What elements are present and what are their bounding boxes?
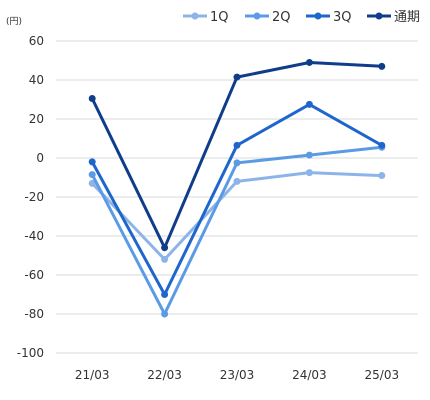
- y-tick-label: 0: [36, 151, 44, 165]
- legend-swatch-marker: [314, 12, 322, 20]
- x-tick-label: 22/03: [147, 368, 182, 382]
- data-point: [88, 179, 96, 187]
- y-tick-label: -40: [24, 229, 44, 243]
- x-tick-label: 21/03: [75, 368, 110, 382]
- data-point: [161, 255, 169, 263]
- x-tick-label: 23/03: [220, 368, 255, 382]
- y-tick-label: 60: [29, 34, 44, 48]
- y-axis-unit-label: (円): [6, 16, 22, 27]
- data-point: [305, 58, 313, 66]
- series-lines: [88, 58, 386, 318]
- legend-swatch-marker: [375, 12, 383, 20]
- grid-lines: [56, 40, 418, 354]
- y-tick-label: -60: [24, 268, 44, 282]
- data-point: [88, 95, 96, 103]
- legend-label: 1Q: [210, 10, 229, 25]
- series-1: [88, 169, 386, 263]
- x-tick-label: 25/03: [365, 368, 400, 382]
- y-tick-label: 20: [29, 112, 44, 126]
- series-line: [90, 102, 384, 296]
- legend-swatch-marker: [253, 12, 261, 20]
- legend-label: 通期: [394, 10, 420, 25]
- legend-label: 3Q: [333, 10, 352, 25]
- data-point: [88, 158, 96, 166]
- data-point: [378, 141, 386, 149]
- legend-item: 1Q: [183, 10, 229, 25]
- data-point: [161, 310, 169, 318]
- data-point: [305, 151, 313, 159]
- y-tick-label: 40: [29, 73, 44, 87]
- data-point: [161, 244, 169, 252]
- x-axis: 21/03 22/03 23/03 24/03 25/03: [75, 368, 399, 382]
- data-point: [378, 172, 386, 180]
- series-3: [88, 100, 386, 298]
- data-point: [233, 141, 241, 149]
- y-axis: 60 40 20 0 -20 -40 -60 -80 -100: [17, 34, 44, 360]
- legend-item: 2Q: [245, 10, 291, 25]
- series-4: [88, 58, 386, 252]
- legend-swatch-marker: [191, 12, 199, 20]
- series-line: [90, 61, 384, 250]
- x-tick-label: 24/03: [292, 368, 327, 382]
- legend: 1Q 2Q 3Q 通期: [183, 10, 420, 25]
- data-point: [233, 73, 241, 81]
- y-tick-label: -80: [24, 307, 44, 321]
- data-point: [233, 177, 241, 185]
- data-point: [378, 62, 386, 70]
- y-tick-label: -20: [24, 190, 44, 204]
- y-tick-label: -100: [17, 346, 44, 360]
- data-point: [161, 291, 169, 298]
- data-point: [233, 159, 241, 167]
- data-point: [305, 100, 313, 108]
- series-2: [88, 143, 386, 318]
- data-point: [305, 169, 313, 177]
- legend-label: 2Q: [272, 10, 291, 25]
- legend-item: 3Q: [306, 10, 352, 25]
- data-point: [88, 171, 96, 179]
- legend-item: 通期: [367, 10, 420, 25]
